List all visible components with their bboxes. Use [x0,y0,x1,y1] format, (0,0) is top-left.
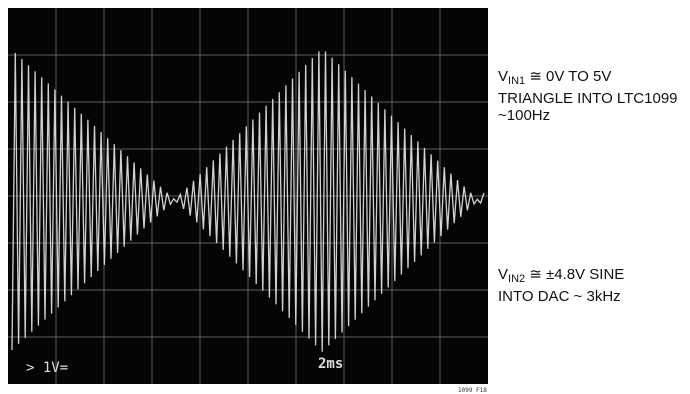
note-vin2: VIN2 ≅ ±4.8V SINE INTO DAC ~ 3kHz [498,266,624,305]
note-v: V [498,266,509,283]
time-label: 2ms [318,356,343,372]
note-text: ~100Hz [498,107,551,124]
figure-id: 1099 F18 [458,387,487,394]
note-text: ≅ ±4.8V SINE [529,266,625,283]
waveform-trace [11,51,485,352]
note-sub: IN2 [508,273,526,285]
note-sub: IN1 [508,75,526,87]
note-text: ≅ 0V TO 5V [529,68,612,85]
note-text: INTO DAC ~ 3kHz [498,288,621,305]
note-line: VIN2 ≅ ±4.8V SINE [498,266,624,288]
volts-label: > 1V= [26,360,68,376]
note-line: VIN1 ≅ 0V TO 5V [498,68,678,90]
note-v: V [498,68,509,85]
waveform [11,51,485,352]
note-vin1: VIN1 ≅ 0V TO 5V TRIANGLE INTO LTC1099 ~1… [498,68,678,124]
scope-grid [8,8,488,384]
note-text: TRIANGLE INTO LTC1099 [498,90,678,107]
